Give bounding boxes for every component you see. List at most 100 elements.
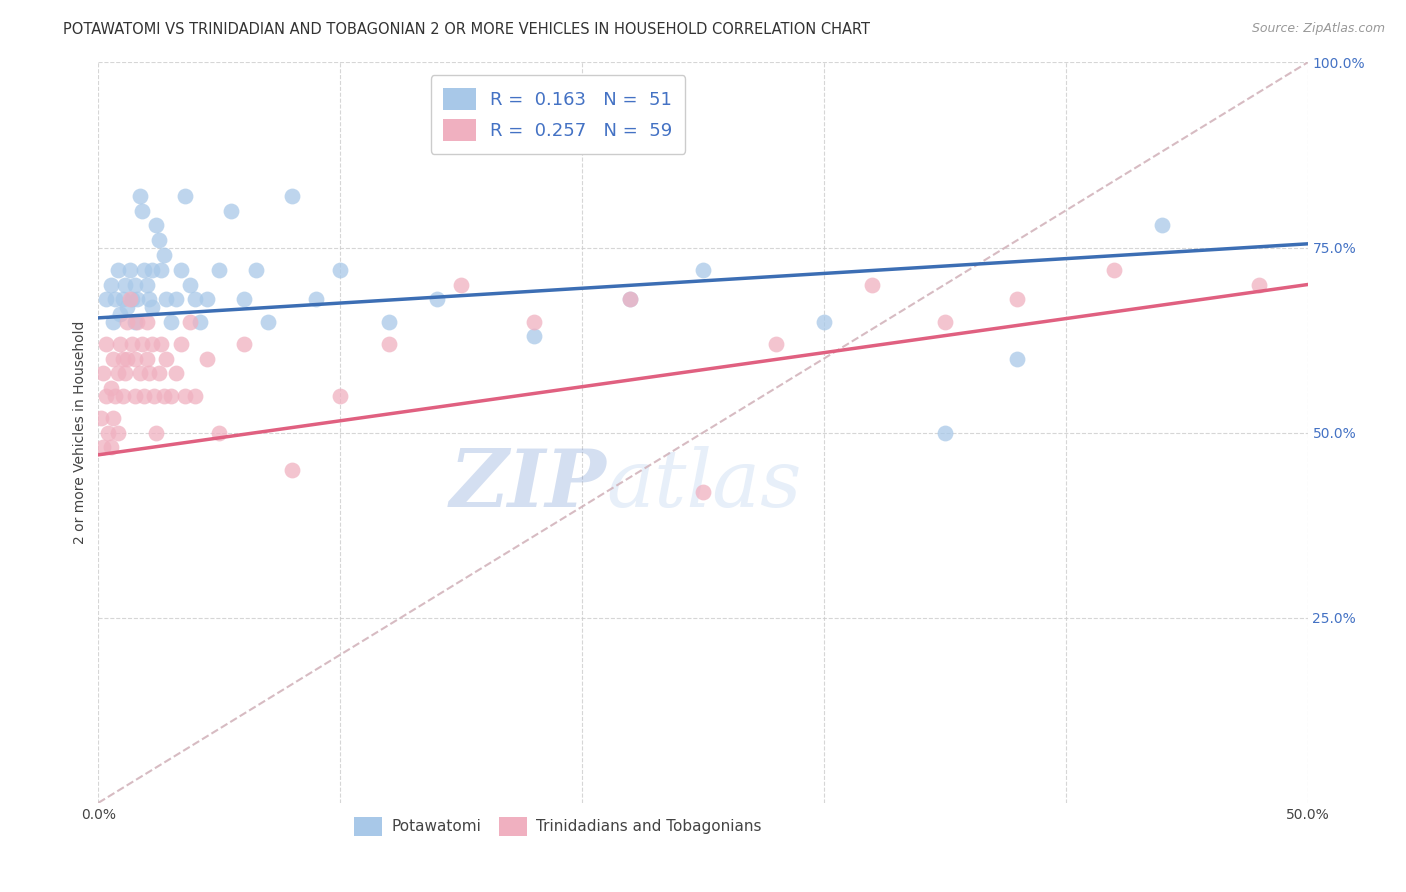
Point bbox=[1249, 277, 1271, 292]
Point bbox=[195, 351, 218, 366]
Point bbox=[128, 188, 150, 202]
Point bbox=[145, 425, 167, 440]
Point bbox=[124, 351, 146, 366]
Point bbox=[107, 262, 129, 277]
Point bbox=[305, 293, 328, 307]
Point bbox=[90, 410, 112, 425]
Point bbox=[127, 314, 149, 328]
Point bbox=[1007, 351, 1029, 366]
Point bbox=[100, 277, 122, 292]
Text: POTAWATOMI VS TRINIDADIAN AND TOBAGONIAN 2 OR MORE VEHICLES IN HOUSEHOLD CORRELA: POTAWATOMI VS TRINIDADIAN AND TOBAGONIAN… bbox=[63, 22, 870, 37]
Point bbox=[118, 293, 141, 307]
Point bbox=[114, 277, 136, 292]
Point bbox=[111, 388, 134, 402]
Point bbox=[377, 336, 399, 351]
Point bbox=[523, 329, 546, 343]
Point bbox=[860, 277, 883, 292]
Point bbox=[91, 367, 114, 381]
Point bbox=[134, 262, 156, 277]
Point bbox=[117, 351, 139, 366]
Point bbox=[232, 336, 254, 351]
Point bbox=[141, 300, 163, 314]
Point bbox=[104, 388, 127, 402]
Point bbox=[165, 367, 187, 381]
Point bbox=[148, 233, 170, 247]
Point bbox=[245, 262, 267, 277]
Point bbox=[108, 336, 131, 351]
Point bbox=[169, 262, 191, 277]
Point bbox=[107, 367, 129, 381]
Point bbox=[450, 277, 472, 292]
Point bbox=[91, 441, 114, 455]
Point bbox=[174, 388, 197, 402]
Point bbox=[124, 388, 146, 402]
Point bbox=[256, 314, 278, 328]
Legend: Potawatomi, Trinidadians and Tobagonians: Potawatomi, Trinidadians and Tobagonians bbox=[347, 809, 769, 843]
Point bbox=[121, 336, 143, 351]
Point bbox=[377, 314, 399, 328]
Point bbox=[160, 314, 183, 328]
Point bbox=[148, 367, 170, 381]
Point bbox=[143, 388, 166, 402]
Point bbox=[150, 336, 173, 351]
Point bbox=[188, 314, 211, 328]
Point bbox=[135, 314, 157, 328]
Point bbox=[94, 293, 117, 307]
Point bbox=[174, 188, 197, 202]
Point bbox=[179, 277, 201, 292]
Point bbox=[281, 462, 304, 476]
Point bbox=[232, 293, 254, 307]
Point bbox=[165, 293, 187, 307]
Point bbox=[619, 293, 641, 307]
Point bbox=[208, 425, 231, 440]
Point bbox=[111, 293, 134, 307]
Point bbox=[101, 351, 124, 366]
Point bbox=[118, 262, 141, 277]
Point bbox=[329, 388, 352, 402]
Point bbox=[1102, 262, 1125, 277]
Point bbox=[934, 314, 956, 328]
Text: atlas: atlas bbox=[606, 446, 801, 524]
Point bbox=[329, 262, 352, 277]
Point bbox=[94, 336, 117, 351]
Point bbox=[104, 293, 127, 307]
Point bbox=[135, 351, 157, 366]
Point bbox=[107, 425, 129, 440]
Point bbox=[101, 314, 124, 328]
Point bbox=[138, 293, 160, 307]
Point bbox=[184, 293, 207, 307]
Point bbox=[169, 336, 191, 351]
Point bbox=[117, 314, 139, 328]
Point bbox=[138, 367, 160, 381]
Point bbox=[134, 388, 156, 402]
Point bbox=[131, 203, 153, 218]
Point bbox=[1152, 219, 1174, 233]
Point bbox=[155, 351, 177, 366]
Point bbox=[121, 293, 143, 307]
Point bbox=[152, 248, 174, 262]
Point bbox=[145, 219, 167, 233]
Point bbox=[692, 262, 714, 277]
Point bbox=[135, 277, 157, 292]
Point bbox=[155, 293, 177, 307]
Point bbox=[281, 188, 304, 202]
Point bbox=[131, 336, 153, 351]
Point bbox=[1007, 293, 1029, 307]
Point bbox=[765, 336, 787, 351]
Point bbox=[160, 388, 183, 402]
Y-axis label: 2 or more Vehicles in Household: 2 or more Vehicles in Household bbox=[73, 321, 87, 544]
Point bbox=[152, 388, 174, 402]
Point bbox=[184, 388, 207, 402]
Point bbox=[114, 367, 136, 381]
Point bbox=[111, 351, 134, 366]
Point bbox=[179, 314, 201, 328]
Point bbox=[195, 293, 218, 307]
Point bbox=[108, 307, 131, 321]
Point bbox=[208, 262, 231, 277]
Point bbox=[221, 203, 243, 218]
Point bbox=[127, 293, 149, 307]
Point bbox=[426, 293, 449, 307]
Point bbox=[124, 277, 146, 292]
Point bbox=[934, 425, 956, 440]
Point bbox=[94, 388, 117, 402]
